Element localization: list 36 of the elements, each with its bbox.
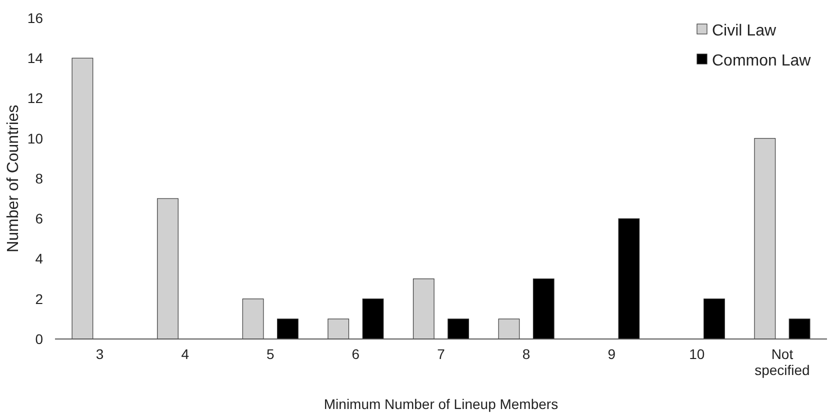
bar (448, 318, 470, 340)
y-tick-label: 12 (27, 90, 44, 106)
x-tick-label: 9 (608, 346, 616, 362)
bar (72, 58, 94, 340)
bar (788, 318, 810, 340)
bar (618, 218, 640, 340)
y-tick-label: 16 (27, 10, 44, 26)
bar (412, 278, 434, 340)
bar (242, 298, 264, 340)
bar (498, 318, 520, 340)
x-axis-title: Minimum Number of Lineup Members (324, 396, 558, 412)
bar (277, 318, 298, 340)
bar (157, 198, 178, 340)
y-axis-title: Number of Countries (5, 104, 22, 252)
bar (532, 278, 554, 340)
legend-label: Civil Law (712, 22, 776, 40)
y-tick-label: 6 (35, 210, 44, 227)
y-tick-label: 0 (35, 330, 44, 347)
bar (754, 138, 776, 340)
legend-label: Common Law (712, 52, 812, 70)
x-tick-label: Not specified (754, 346, 810, 378)
bar (328, 318, 350, 340)
x-tick-label: 10 (689, 346, 705, 362)
x-tick-label: 3 (96, 346, 104, 362)
y-tick-label: 8 (35, 170, 44, 186)
x-tick-label: 6 (352, 346, 360, 362)
x-tick-label: 4 (181, 346, 190, 362)
bar (362, 298, 384, 340)
y-tick-label: 2 (35, 290, 44, 307)
x-tick-label: 7 (437, 346, 446, 362)
y-tick-label: 10 (27, 130, 44, 146)
y-tick-label: 14 (27, 50, 44, 66)
y-tick-label: 4 (35, 250, 44, 267)
bar (704, 298, 725, 340)
x-tick-label: 5 (266, 346, 274, 362)
x-tick-label: 8 (522, 346, 530, 362)
